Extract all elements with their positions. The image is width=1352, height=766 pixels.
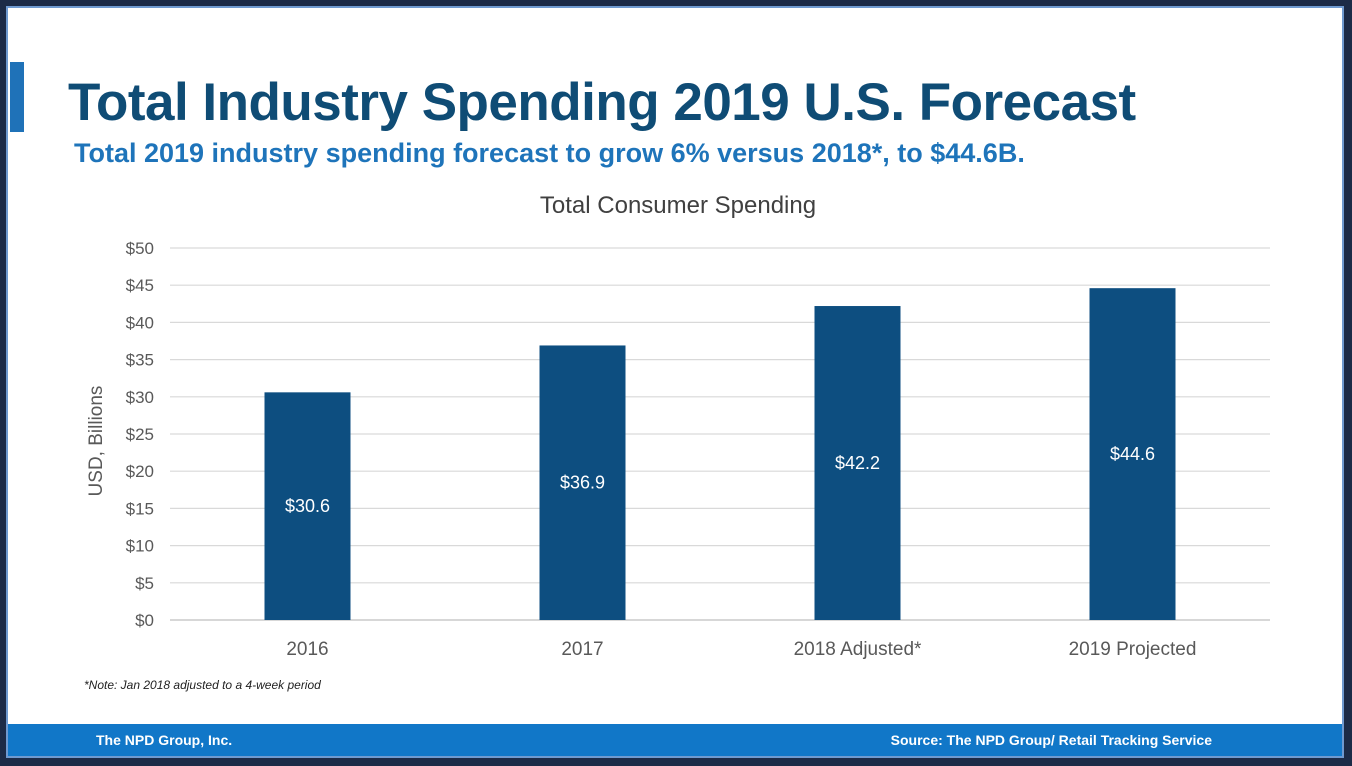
bar-data-label: $44.6: [1110, 444, 1155, 464]
y-axis-label: USD, Billions: [86, 386, 107, 497]
y-tick-label: $0: [135, 611, 154, 630]
bar: [814, 306, 901, 620]
footnote: *Note: Jan 2018 adjusted to a 4-week per…: [84, 678, 321, 692]
bar-data-label: $42.2: [835, 453, 880, 473]
slide-subtitle: Total 2019 industry spending forecast to…: [74, 138, 1025, 168]
slide: Total Industry Spending 2019 U.S. Foreca…: [6, 6, 1344, 758]
bar-chart: Total Consumer Spending USD, Billions $0…: [86, 192, 1270, 660]
x-tick-label: 2016: [286, 639, 328, 660]
x-tick-label: 2018 Adjusted*: [794, 639, 922, 660]
bars: $30.6 $36.9 $42.2 $44.6: [264, 288, 1176, 620]
y-tick-label: $15: [126, 499, 154, 518]
gridlines: [170, 247, 1270, 621]
y-tick-label: $10: [126, 537, 154, 556]
bar-data-label: $30.6: [285, 496, 330, 516]
footer-bar: The NPD Group, Inc. Source: The NPD Grou…: [8, 724, 1342, 756]
y-tick-label: $35: [126, 351, 154, 370]
y-tick-label: $40: [126, 313, 154, 332]
x-axis-ticks: 2016 2017 2018 Adjusted* 2019 Projected: [286, 639, 1196, 660]
y-tick-label: $25: [126, 425, 154, 444]
x-tick-label: 2017: [561, 639, 603, 660]
title-accent-bar: [10, 62, 24, 132]
y-tick-label: $50: [126, 239, 154, 258]
x-tick-label: 2019 Projected: [1069, 639, 1197, 660]
footer-company: The NPD Group, Inc.: [96, 732, 233, 748]
chart-title: Total Consumer Spending: [540, 192, 816, 219]
y-axis-ticks: $0 $5 $10 $15 $20 $25 $30 $35 $40 $45 $50: [126, 239, 154, 630]
y-tick-label: $45: [126, 276, 154, 295]
bar: [539, 345, 626, 620]
slide-title: Total Industry Spending 2019 U.S. Foreca…: [68, 73, 1136, 132]
bar-data-label: $36.9: [560, 473, 605, 493]
y-tick-label: $30: [126, 388, 154, 407]
bar: [264, 392, 351, 620]
footer-source: Source: The NPD Group/ Retail Tracking S…: [890, 732, 1212, 748]
y-tick-label: $5: [135, 574, 154, 593]
y-tick-label: $20: [126, 462, 154, 481]
bar: [1089, 288, 1176, 620]
